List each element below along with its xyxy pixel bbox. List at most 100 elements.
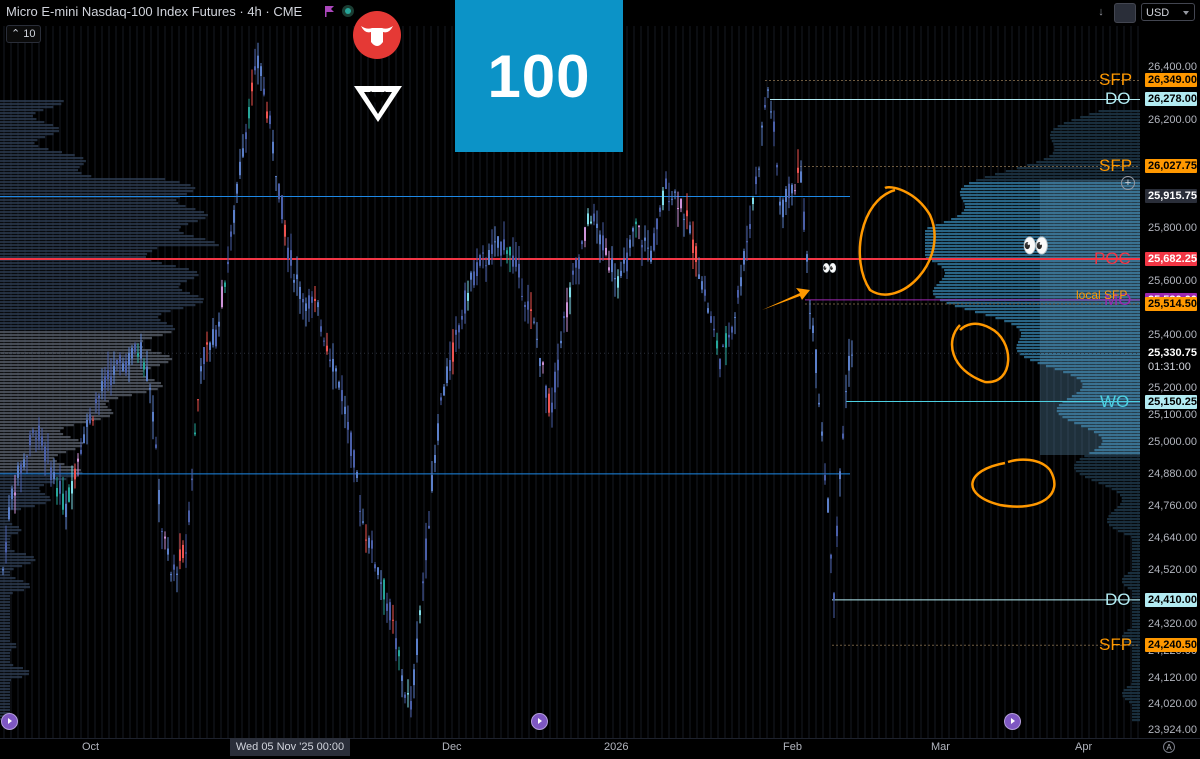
volume-bar	[0, 325, 173, 328]
candle-body	[815, 349, 817, 374]
add-alert-icon[interactable]: +	[1121, 176, 1135, 190]
candle-body	[206, 342, 208, 345]
candle-body	[758, 168, 760, 170]
volume-bar	[0, 205, 186, 208]
candle-body	[188, 510, 190, 523]
volume-bar	[1005, 170, 1140, 173]
volume-bar	[1124, 641, 1140, 644]
candle-body	[398, 650, 400, 657]
candle-body	[443, 386, 445, 396]
candle-body	[455, 329, 457, 335]
volume-bar	[1107, 518, 1140, 521]
volume-bar	[1132, 716, 1140, 719]
volume-bar	[0, 382, 162, 385]
volume-bar	[0, 655, 10, 658]
scroll-to-realtime-icon[interactable]	[1004, 713, 1021, 730]
volume-bar	[0, 610, 10, 613]
volume-bar	[1132, 551, 1140, 554]
currency-selector[interactable]: USD	[1141, 3, 1195, 21]
market-status-icon	[342, 5, 354, 17]
candle-body	[296, 274, 298, 280]
volume-bar	[1076, 392, 1140, 395]
triangle-logo-icon	[354, 86, 402, 122]
candle-body	[836, 525, 838, 537]
volume-bar	[0, 688, 10, 691]
candle-body	[728, 334, 730, 338]
candle-body	[506, 250, 508, 254]
symbol-title[interactable]: Micro E-mini Nasdaq-100 Index Futures · …	[6, 4, 303, 19]
volume-bar	[0, 151, 62, 154]
volume-bar	[0, 331, 172, 334]
volume-bar	[0, 103, 62, 106]
candle-body	[590, 221, 592, 224]
candle-body	[560, 340, 562, 344]
candle-body	[122, 363, 124, 372]
time-tick: Dec	[442, 741, 462, 753]
candle-body	[182, 544, 184, 559]
volume-bar	[0, 196, 180, 199]
volume-bar	[932, 290, 1140, 293]
candle-body	[542, 362, 544, 365]
auto-scale-button[interactable]: A	[1163, 741, 1175, 753]
price-tick: 25,400.00	[1148, 328, 1197, 341]
volume-bar	[925, 251, 1140, 254]
candle-body	[224, 282, 226, 287]
volume-bar	[1109, 524, 1140, 527]
candle-body	[536, 338, 538, 340]
time-tick: Oct	[82, 741, 100, 753]
volume-bar	[0, 148, 49, 151]
interval-indicator[interactable]: ⌃ 10	[6, 25, 41, 43]
volume-bar	[1120, 503, 1140, 506]
price-tick: 26,200.00	[1148, 114, 1197, 127]
candle-body	[464, 290, 466, 314]
volume-bar	[0, 244, 219, 247]
candle-body	[467, 292, 469, 301]
volume-bar	[0, 376, 148, 379]
candle-body	[746, 241, 748, 243]
candle-body	[479, 254, 481, 266]
candle-body	[29, 435, 31, 446]
flag-icon[interactable]	[325, 5, 335, 17]
volume-bar	[0, 505, 35, 508]
volume-bar	[1071, 395, 1140, 398]
goto-date-icon[interactable]	[531, 713, 548, 730]
chart-mode-button[interactable]	[1114, 3, 1136, 23]
candle-body	[623, 259, 625, 264]
volume-bar	[1070, 374, 1140, 377]
volume-bar	[0, 238, 206, 241]
volume-bar	[1082, 383, 1140, 386]
volume-bar	[1114, 509, 1140, 512]
candle-body	[794, 190, 796, 192]
candle-body	[563, 316, 565, 319]
volume-bar	[0, 484, 45, 487]
candle-body	[98, 395, 100, 399]
candle-body	[767, 89, 769, 91]
candle-body	[449, 360, 451, 371]
candle-body	[842, 433, 844, 439]
arrow-down-icon[interactable]: ↓	[1098, 6, 1104, 18]
candle-body	[833, 593, 835, 601]
volume-bar	[0, 469, 81, 472]
volume-bar	[1043, 158, 1140, 161]
volume-bar	[935, 224, 1140, 227]
volume-bar	[984, 176, 1140, 179]
volume-bar	[0, 679, 11, 682]
candle-body	[638, 225, 640, 228]
candle-body	[248, 107, 250, 119]
volume-bar	[1091, 479, 1140, 482]
candle-body	[851, 354, 853, 356]
volume-bar	[0, 568, 14, 571]
candle-body	[215, 329, 217, 347]
candle-body	[605, 247, 607, 255]
scroll-to-start-icon[interactable]	[1, 713, 18, 730]
candle-body	[140, 342, 142, 359]
candle-body	[821, 431, 823, 436]
volume-bar	[0, 646, 17, 649]
volume-bar	[0, 388, 158, 391]
volume-bar	[0, 397, 119, 400]
candle-body	[626, 252, 628, 272]
volume-bar	[944, 269, 1140, 272]
time-axis[interactable]	[0, 738, 1200, 759]
volume-bar	[1087, 428, 1140, 431]
